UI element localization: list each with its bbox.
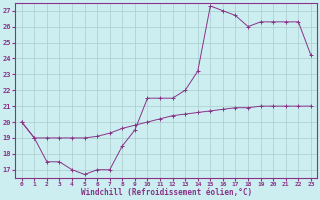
X-axis label: Windchill (Refroidissement éolien,°C): Windchill (Refroidissement éolien,°C): [81, 188, 252, 197]
